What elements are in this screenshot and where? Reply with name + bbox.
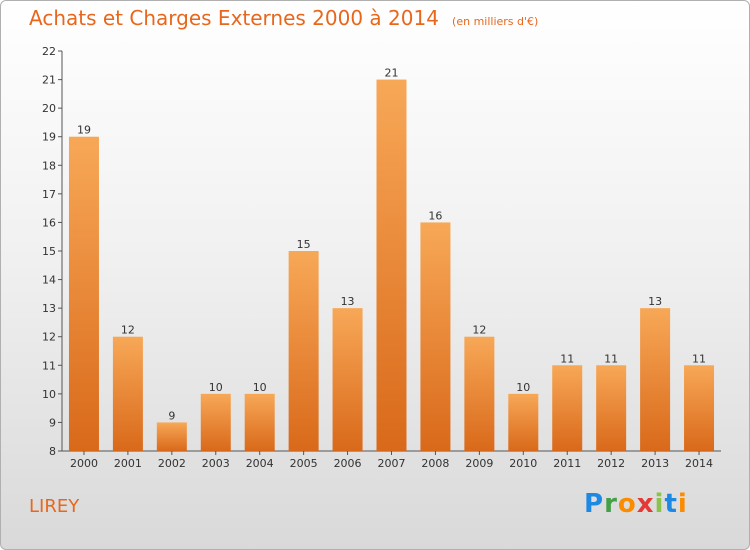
data-label-2000: 19: [77, 124, 91, 137]
bar-2000: [68, 136, 99, 451]
x-tick-label: 2003: [202, 457, 230, 470]
y-tick-label: 10: [42, 388, 56, 401]
bar-2001: [112, 336, 143, 451]
bar-2004: [244, 393, 275, 451]
y-tick-label: 17: [42, 188, 56, 201]
x-axis: 2000 2001 2002 2003 2004 2005 2006 2007 2008 2009…: [62, 450, 721, 470]
data-label-2007: 21: [385, 67, 399, 80]
data-label-2001: 12: [121, 324, 135, 337]
x-tick-label: 2001: [114, 457, 142, 470]
bar-2012: [596, 365, 627, 451]
bars: [68, 79, 715, 452]
y-tick-label: 12: [42, 331, 56, 344]
bar-2014: [684, 365, 715, 451]
data-label-2002: 9: [168, 409, 175, 422]
bar-2013: [640, 308, 671, 451]
logo-letter: i: [654, 489, 665, 519]
x-tick-label: 2009: [465, 457, 493, 470]
x-tick-label: 2004: [246, 457, 274, 470]
y-tick-label: 13: [42, 302, 56, 315]
logo-letter: i: [677, 489, 688, 519]
bar-2005: [288, 251, 319, 451]
chart-subtitle: (en milliers d'€): [452, 15, 539, 28]
x-tick-label: 2010: [509, 457, 537, 470]
chart-title: Achats et Charges Externes 2000 à 2014: [29, 6, 439, 30]
x-tick-label: 2007: [378, 457, 406, 470]
logo-letter: t: [664, 489, 678, 519]
x-tick-label: 2002: [158, 457, 186, 470]
logo-letter: P: [584, 489, 605, 519]
y-tick-label: 8: [49, 445, 56, 458]
data-labels: 19 12 9 10 10 15 13 21 16 12 10 11 11 13 11: [77, 67, 706, 423]
y-tick-label: 22: [42, 45, 56, 58]
y-tick-label: 19: [42, 131, 56, 144]
data-label-2014: 11: [692, 352, 706, 365]
data-label-2012: 11: [604, 352, 618, 365]
bar-2009: [464, 336, 495, 451]
y-tick-label: 18: [42, 159, 56, 172]
x-tick-label: 2005: [290, 457, 318, 470]
y-tick-label: 9: [49, 416, 56, 429]
data-label-2009: 12: [472, 324, 486, 337]
y-tick-label: 21: [42, 74, 56, 87]
bar-2003: [200, 393, 231, 451]
logo-letter: o: [617, 489, 637, 519]
data-label-2011: 11: [560, 352, 574, 365]
y-tick-label: 16: [42, 216, 56, 229]
bar-2006: [332, 308, 363, 451]
x-tick-label: 2008: [421, 457, 449, 470]
data-label-2013: 13: [648, 295, 662, 308]
data-label-2004: 10: [253, 381, 267, 394]
title-block: Achats et Charges Externes 2000 à 2014 (…: [29, 6, 538, 30]
data-label-2010: 10: [516, 381, 530, 394]
y-tick-label: 15: [42, 245, 56, 258]
bar-2010: [508, 393, 539, 451]
x-tick-label: 2006: [334, 457, 362, 470]
x-tick-label: 2014: [685, 457, 713, 470]
x-tick-label: 2011: [553, 457, 581, 470]
y-tick-label: 11: [42, 359, 56, 372]
commune-name: LIREY: [29, 496, 80, 517]
x-tick-label: 2000: [70, 457, 98, 470]
x-tick-label: 2012: [597, 457, 625, 470]
y-axis: 8 9 10 11 12 13 14 15 16 17 18 19 20 21 22: [42, 45, 63, 458]
data-label-2005: 15: [297, 238, 311, 251]
logo-letter: x: [636, 489, 655, 519]
proxiti-logo: Proxiti: [584, 489, 688, 519]
data-label-2008: 16: [428, 209, 442, 222]
bar-2008: [420, 222, 451, 451]
bar-2007: [376, 79, 407, 452]
logo-letter: r: [604, 489, 618, 519]
y-tick-label: 14: [42, 274, 56, 287]
x-tick-label: 2013: [641, 457, 669, 470]
data-label-2006: 13: [341, 295, 355, 308]
bar-2011: [552, 365, 583, 451]
bar-2002: [156, 422, 187, 451]
data-label-2003: 10: [209, 381, 223, 394]
y-tick-label: 20: [42, 102, 56, 115]
